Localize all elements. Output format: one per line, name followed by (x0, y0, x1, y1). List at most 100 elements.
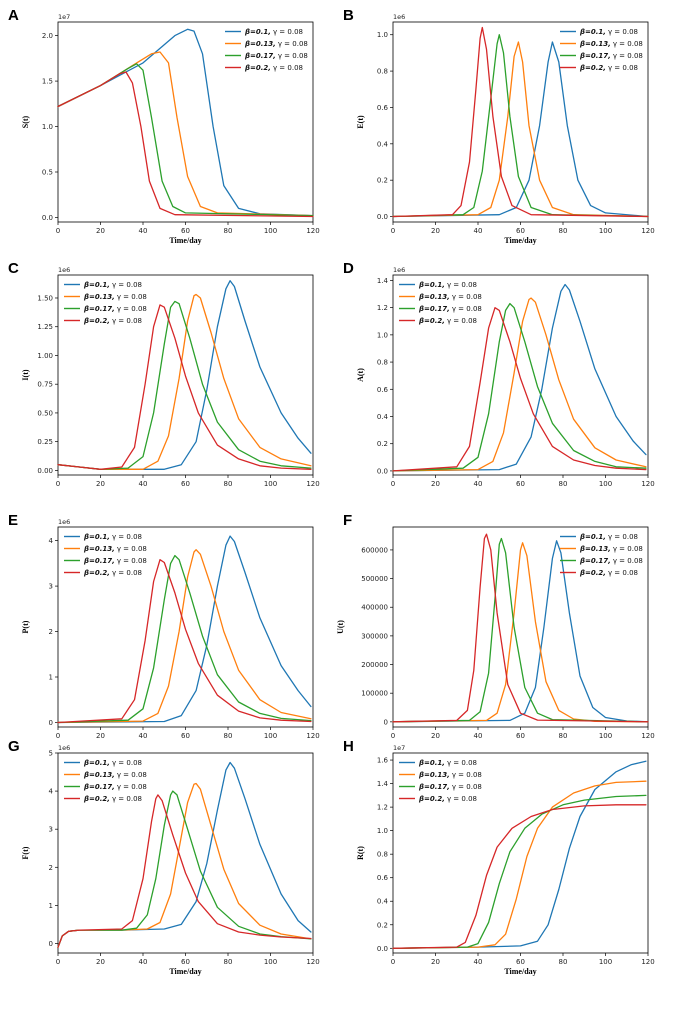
y-tick-label: 0.4 (377, 140, 389, 148)
legend: β=0.1, γ = 0.08β=0.13, γ = 0.08β=0.17, γ = … (560, 28, 643, 72)
legend-beta: β=0.13, (83, 293, 115, 301)
y-tick-label: 3 (49, 583, 53, 591)
series-line-4 (57, 559, 312, 724)
series-line-3 (392, 794, 647, 949)
legend-entry: β=0.17, γ = 0.08 (83, 557, 147, 565)
series-line-2 (392, 542, 649, 723)
legend-beta: β=0.17, (579, 557, 611, 565)
axis-multiplier: 1e7 (58, 13, 70, 21)
x-tick-label: 20 (96, 227, 105, 235)
series-line-2 (57, 293, 312, 470)
y-tick-label: 2.0 (42, 32, 53, 40)
y-tick-label: 600000 (361, 546, 388, 554)
y-tick-label: 0.4 (377, 898, 389, 906)
legend-entry: β=0.1, γ = 0.08 (244, 28, 303, 36)
x-tick-label: 60 (181, 732, 190, 740)
x-tick-label: 40 (139, 480, 148, 488)
legend-gamma: γ = 0.08 (112, 533, 142, 541)
legend-beta: β=0.2, (579, 569, 606, 577)
x-tick-label: 80 (224, 958, 233, 966)
legend-gamma: γ = 0.08 (112, 569, 142, 577)
y-tick-label: 200000 (361, 661, 388, 669)
legend-beta: β=0.17, (418, 783, 450, 791)
legend-gamma: γ = 0.08 (447, 281, 477, 289)
y-axis-label: S(t) (21, 115, 30, 128)
x-tick-label: 80 (559, 227, 568, 235)
legend-entry: β=0.1, γ = 0.08 (83, 281, 142, 289)
legend-entry: β=0.13, γ = 0.08 (83, 545, 147, 553)
legend-entry: β=0.17, γ = 0.08 (418, 305, 482, 313)
legend-entry: β=0.13, γ = 0.08 (579, 545, 643, 553)
y-tick-label: 4 (49, 788, 54, 796)
y-axis-label: U(t) (336, 620, 345, 634)
panel-h: H 0 20 40 60 80 100 120 0.0 0.2 0.4 0.6 0.8 1.0 1.2 1.4… (343, 738, 655, 976)
y-tick-label: 0.50 (37, 409, 53, 417)
x-tick-label: 0 (56, 732, 60, 740)
y-tick-label: 0.0 (377, 945, 388, 953)
series-line-1 (392, 540, 649, 723)
legend: β=0.1, γ = 0.08β=0.13, γ = 0.08β=0.17, γ = … (64, 533, 147, 577)
y-tick-label: 1.0 (377, 827, 388, 835)
legend-entry: β=0.2, γ = 0.08 (418, 795, 477, 803)
y-tick-label: 0.8 (377, 851, 388, 859)
legend-entry: β=0.13, γ = 0.08 (83, 293, 147, 301)
x-tick-label: 120 (306, 480, 319, 488)
x-tick-label: 20 (431, 480, 440, 488)
series-line-2 (392, 780, 647, 949)
legend-beta: β=0.2, (83, 795, 110, 803)
axis-multiplier: 1e6 (58, 266, 70, 274)
legend-gamma: γ = 0.08 (613, 557, 643, 565)
x-tick-label: 80 (559, 958, 568, 966)
legend-beta: β=0.13, (83, 771, 115, 779)
x-tick-label: 100 (264, 732, 277, 740)
legend-beta: β=0.17, (418, 305, 450, 313)
x-tick-label: 20 (96, 958, 105, 966)
x-tick-label: 40 (474, 958, 483, 966)
legend: β=0.1, γ = 0.08β=0.13, γ = 0.08β=0.17, γ = … (399, 759, 482, 803)
legend-entry: β=0.1, γ = 0.08 (83, 759, 142, 767)
x-tick-label: 0 (56, 480, 60, 488)
y-tick-label: 0.2 (377, 440, 388, 448)
legend-gamma: γ = 0.08 (117, 545, 147, 553)
legend-entry: β=0.1, γ = 0.08 (579, 28, 638, 36)
legend-gamma: γ = 0.08 (278, 40, 308, 48)
legend-beta: β=0.2, (244, 64, 271, 72)
y-tick-label: 0.0 (377, 467, 388, 475)
legend-beta: β=0.17, (83, 557, 115, 565)
series-line-4 (392, 26, 649, 218)
legend-entry: β=0.2, γ = 0.08 (579, 569, 638, 577)
y-axis-label: R(t) (356, 846, 365, 860)
legend-gamma: γ = 0.08 (273, 64, 303, 72)
legend-beta: β=0.13, (579, 545, 611, 553)
legend-gamma: γ = 0.08 (278, 52, 308, 60)
legend-beta: β=0.1, (244, 28, 271, 36)
y-tick-label: 1.00 (37, 352, 53, 360)
y-tick-label: 0.8 (377, 68, 388, 76)
y-axis-label: I(t) (21, 369, 30, 380)
legend-gamma: γ = 0.08 (447, 795, 477, 803)
legend-entry: β=0.17, γ = 0.08 (83, 783, 147, 791)
legend-beta: β=0.2, (83, 569, 110, 577)
legend-gamma: γ = 0.08 (452, 783, 482, 791)
legend-beta: β=0.2, (418, 317, 445, 325)
legend-beta: β=0.13, (418, 771, 450, 779)
legend-entry: β=0.2, γ = 0.08 (83, 317, 142, 325)
legend: β=0.1, γ = 0.08β=0.13, γ = 0.08β=0.17, γ = … (560, 533, 643, 577)
x-tick-label: 20 (431, 958, 440, 966)
x-tick-label: 100 (599, 480, 612, 488)
series-line-1 (392, 283, 647, 472)
series-line-1 (392, 760, 647, 949)
y-tick-label: 500000 (361, 575, 388, 583)
series-line-3 (392, 34, 649, 218)
y-tick-label: 2 (49, 628, 53, 636)
x-axis-label: Time/day (504, 967, 536, 976)
panel-label: H (343, 738, 354, 755)
legend-gamma: γ = 0.08 (447, 317, 477, 325)
y-tick-label: 1 (49, 902, 53, 910)
legend-gamma: γ = 0.08 (608, 569, 638, 577)
y-tick-label: 400000 (361, 604, 388, 612)
x-tick-label: 120 (306, 732, 319, 740)
legend-entry: β=0.17, γ = 0.08 (579, 557, 643, 565)
y-tick-label: 1.2 (377, 804, 388, 812)
